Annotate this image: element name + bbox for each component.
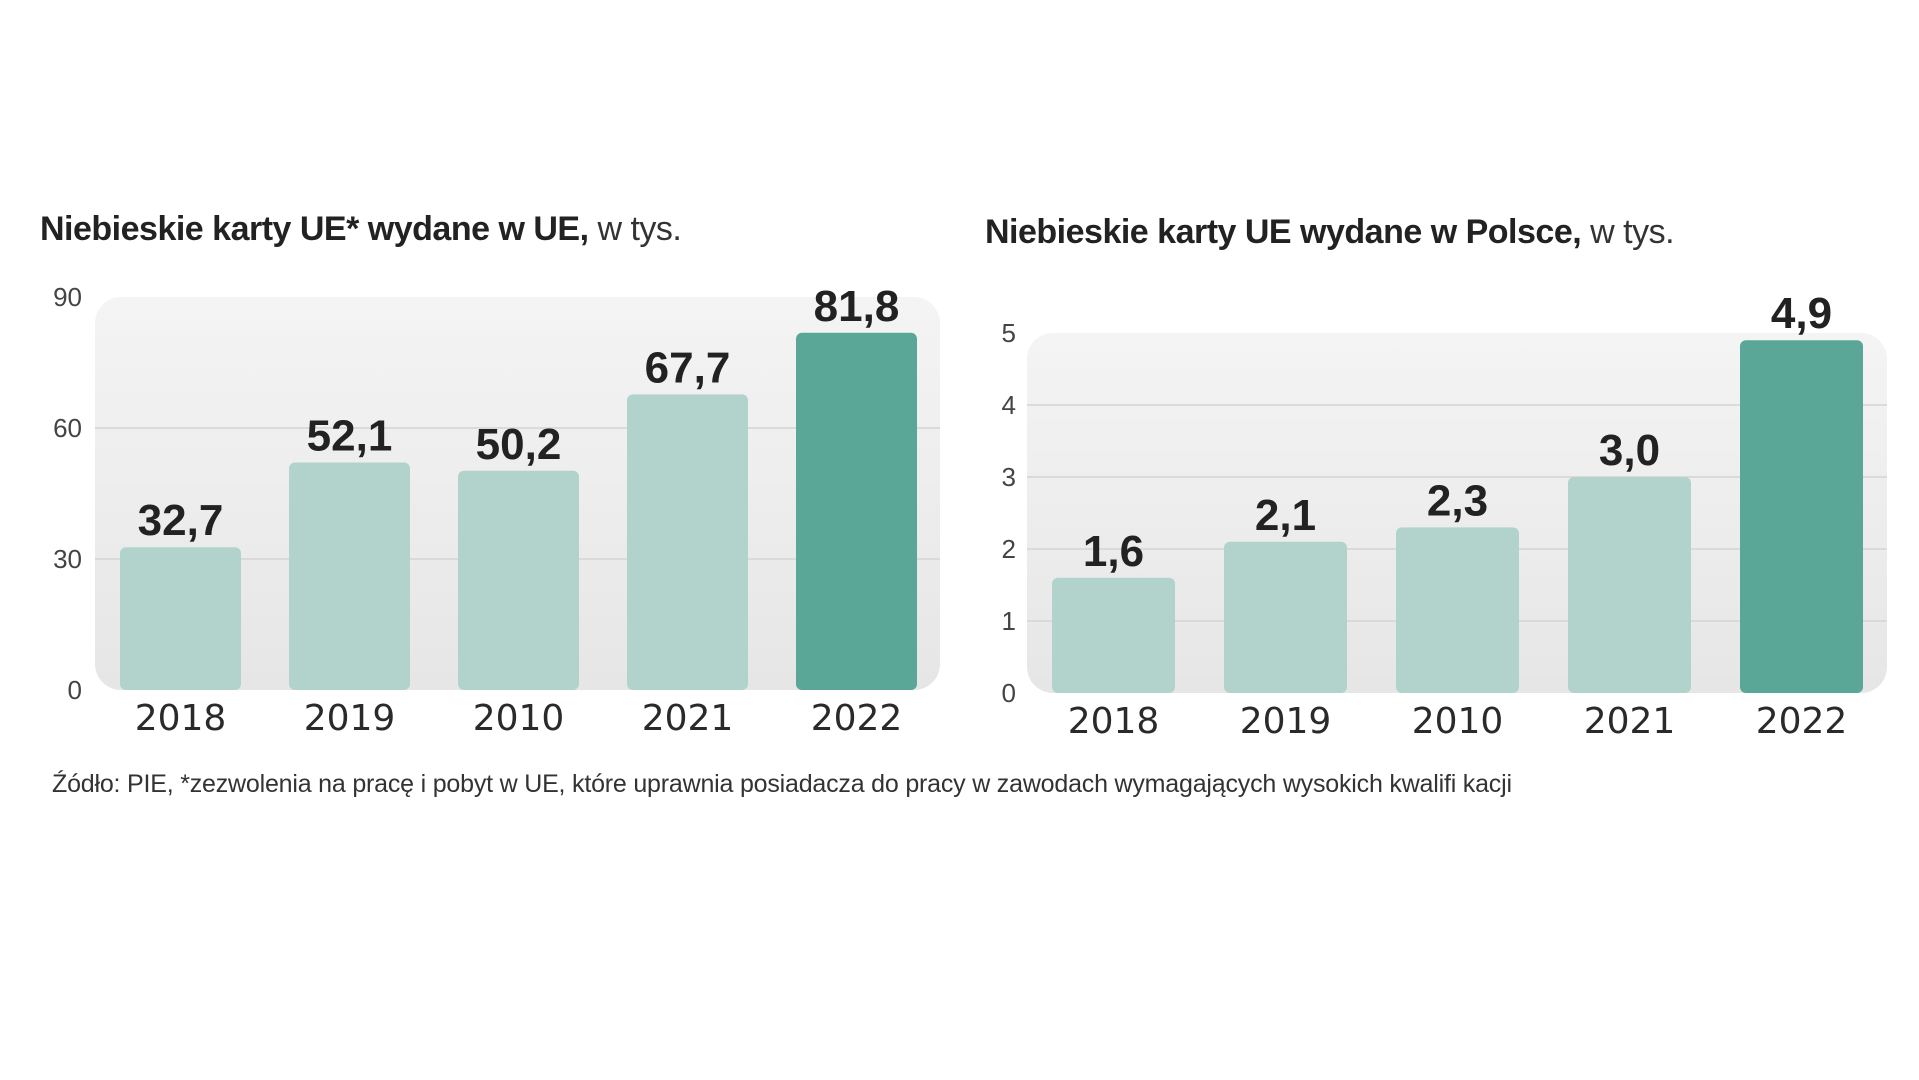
chart-2-y-tick-label: 4 [1002,390,1016,420]
chart-1-category-label: 2019 [304,698,396,739]
chart-1-value-label: 67,7 [645,343,731,392]
chart-2-title-unit: w tys. [1581,213,1675,251]
chart-2-y-tick-label: 1 [1002,606,1016,636]
chart-1-bar [120,547,241,690]
chart-1-y-tick-label: 30 [53,544,82,574]
chart-2-value-label: 2,3 [1427,476,1488,525]
chart-2-value-label: 3,0 [1599,426,1660,475]
chart-2-bar [1396,527,1519,693]
chart-2-bar [1052,577,1175,693]
chart-1-bar [796,332,917,690]
chart-2-category-label: 2010 [1412,701,1504,742]
chart-1-value-label: 50,2 [476,420,562,469]
chart-1-value-label: 81,8 [814,282,900,331]
chart-1-bar [289,462,410,690]
chart-1-y-tick-label: 60 [53,413,82,443]
chart-1-y-tick-label: 90 [53,282,82,312]
chart-2-bar [1568,477,1691,693]
chart-2-category-label: 2021 [1584,701,1676,742]
chart-1-bar [627,394,748,690]
chart-1-title-unit: w tys. [588,210,682,248]
chart-2-y-tick-label: 2 [1002,534,1016,564]
chart-2-y-tick-label: 3 [1002,462,1016,492]
chart-2-title-bold: Niebieskie karty UE wydane w Polsce, [985,213,1582,251]
chart-2-title: Niebieskie karty UE wydane w Polsce, w t… [985,213,1675,252]
chart-2-category-label: 2022 [1756,701,1848,742]
chart-2-bar [1740,340,1863,693]
chart-1-category-label: 2022 [811,698,903,739]
chart-2-value-label: 4,9 [1771,289,1832,338]
chart-2-category-label: 2019 [1240,701,1332,742]
chart-2-y-tick-label: 5 [1002,318,1016,348]
chart-2-category-label: 2018 [1068,701,1160,742]
chart-2-bar [1224,541,1347,693]
source-note: Źódło: PIE, *zezwolenia na pracę i pobyt… [52,770,1512,798]
chart-1-y-tick-label: 0 [68,675,82,705]
chart-1-title: Niebieskie karty UE* wydane w UE, w tys. [40,210,682,249]
chart-1-value-label: 52,1 [307,411,393,460]
chart-2-value-label: 2,1 [1255,491,1316,540]
chart-1-title-bold: Niebieskie karty UE* wydane w UE, [40,210,589,248]
chart-1-bar [458,470,579,690]
chart-1-value-label: 32,7 [138,496,224,545]
chart-2-value-label: 1,6 [1083,527,1144,576]
chart-2-y-tick-label: 0 [1002,678,1016,708]
chart-1-category-label: 2021 [642,698,734,739]
chart-1-category-label: 2010 [473,698,565,739]
chart-1-category-label: 2018 [135,698,227,739]
